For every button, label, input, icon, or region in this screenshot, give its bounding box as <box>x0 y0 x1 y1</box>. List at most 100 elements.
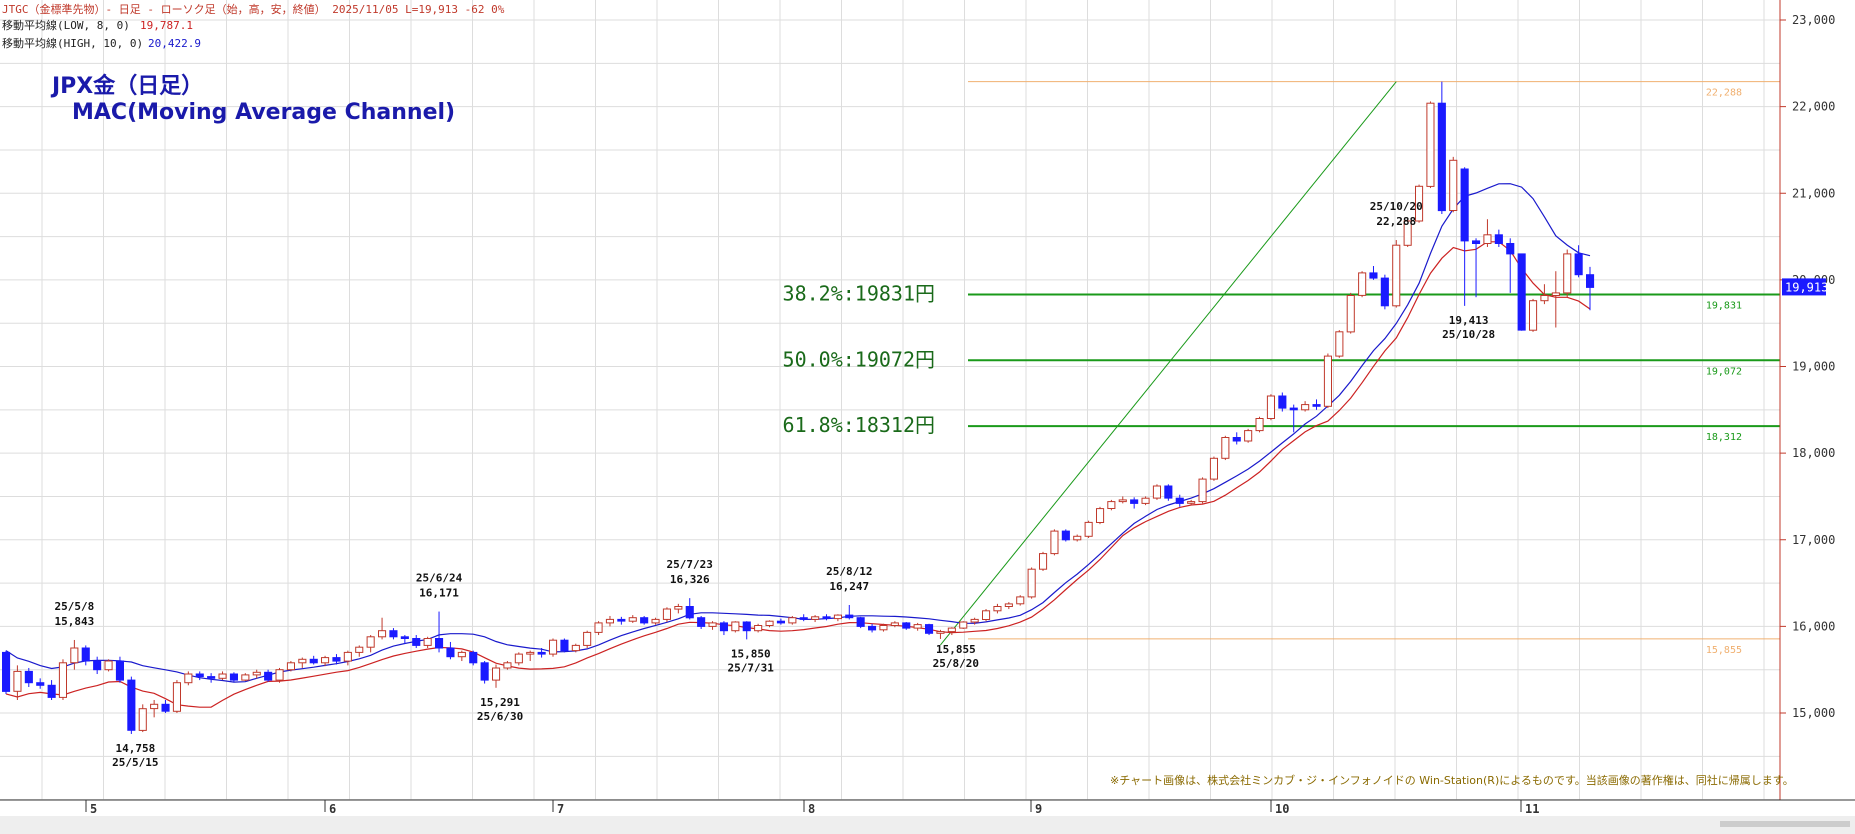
candle-body <box>1312 404 1321 407</box>
candle-body <box>1380 277 1389 307</box>
candle-body <box>1403 220 1412 246</box>
candle-body <box>469 651 478 664</box>
high-annotation-date: 25/5/8 <box>54 600 94 613</box>
candle-body <box>1027 568 1036 598</box>
candle-body <box>1449 159 1458 212</box>
candle-body <box>1096 508 1105 524</box>
candle-body <box>833 614 843 620</box>
candle-body <box>902 622 911 629</box>
candle-body <box>1050 530 1059 555</box>
candle-body <box>389 630 398 638</box>
candle-body <box>1415 185 1424 222</box>
candle-body <box>1266 395 1276 419</box>
candle-body <box>184 673 193 684</box>
candle-body <box>708 622 717 627</box>
low-annotation-date: 25/8/20 <box>933 657 979 670</box>
candle-body <box>1574 253 1583 276</box>
candle-body <box>571 644 580 652</box>
low-annotation-date: 25/7/31 <box>728 661 775 674</box>
candle-body <box>1118 499 1127 503</box>
header-ma-high-value: 20,422.9 <box>148 37 201 50</box>
candle-body <box>2 651 11 692</box>
candle-body <box>1255 418 1264 432</box>
candle-body <box>822 616 831 619</box>
high-annotation-date: 25/7/23 <box>667 558 713 571</box>
candle-body <box>195 673 204 678</box>
candle-body <box>93 660 102 671</box>
candle-body <box>1004 603 1013 608</box>
candle-body <box>685 606 694 619</box>
candle-body <box>252 671 261 676</box>
candle-body <box>1244 430 1253 442</box>
candle-body <box>435 638 444 649</box>
candle-body <box>1073 535 1082 541</box>
x-month-label: 7 <box>557 802 564 816</box>
last-price-label: 19,913 <box>1785 280 1828 294</box>
candle-body <box>1586 274 1595 288</box>
candle-body <box>1061 530 1070 541</box>
candle-body <box>127 679 136 731</box>
candle-body <box>1494 234 1503 245</box>
header-line1: JTGC（金標準先物）- 日足 - ローソク足（始，高，安，終値） 2025/1… <box>2 2 505 16</box>
candle-body <box>309 658 318 664</box>
candle-body <box>913 624 922 629</box>
candle-body <box>1084 521 1093 537</box>
candle-body <box>1540 295 1549 302</box>
candle-body <box>1460 168 1469 242</box>
header-ma-high-label: 移動平均線(HIGH, 10, 0) <box>2 36 143 50</box>
candle-body <box>811 616 820 620</box>
candle-body <box>104 660 113 671</box>
low-annotation-price: 15,850 <box>731 647 771 660</box>
candle-body <box>115 660 125 681</box>
candle-body <box>594 622 603 633</box>
candle-body <box>503 662 512 669</box>
header-ma-low-value: 19,787.1 <box>140 19 193 32</box>
candle-body <box>1221 437 1230 459</box>
candle-body <box>765 620 774 627</box>
y-tick-label: 15,000 <box>1792 706 1835 720</box>
low-annotation-price: 19,413 <box>1449 314 1489 327</box>
candle-body <box>1164 485 1173 499</box>
candle-body <box>229 673 238 681</box>
y-tick-label: 19,000 <box>1792 360 1835 374</box>
candle-body <box>355 646 364 653</box>
reference-label: 15,855 <box>1706 645 1742 656</box>
candle-body <box>1107 501 1116 510</box>
candle-body <box>925 624 934 634</box>
candle-body <box>697 617 706 627</box>
candle-body <box>959 621 968 629</box>
candle-body <box>856 617 865 627</box>
scrollbar-thumb[interactable] <box>1720 821 1850 827</box>
x-month-label: 11 <box>1525 802 1539 816</box>
scrollbar-track[interactable] <box>0 816 1855 834</box>
y-tick-label: 23,000 <box>1792 13 1835 27</box>
candle-body <box>560 639 569 652</box>
candle-body <box>1187 501 1196 504</box>
copyright-note: ※チャート画像は、株式会社ミンカブ・ジ・インフォノイドの Win-Station… <box>1110 773 1794 787</box>
ma-low-line <box>5 241 1591 708</box>
candle-body <box>1483 234 1492 245</box>
candle-body <box>537 651 546 655</box>
candle-body <box>731 621 740 632</box>
candle-body <box>628 617 637 622</box>
trend-line <box>940 81 1397 646</box>
candle-body <box>1039 553 1048 570</box>
candle-body <box>1198 478 1207 503</box>
candle-body <box>1369 272 1378 279</box>
low-annotation-date: 25/5/15 <box>112 756 158 769</box>
candle-body <box>799 617 808 620</box>
fib-axis-label: 19,072 <box>1706 366 1742 377</box>
candle-body <box>662 608 672 620</box>
candle-body <box>321 657 330 664</box>
candle-body <box>412 638 421 646</box>
candle-body <box>605 618 615 624</box>
candle-body <box>275 669 284 681</box>
candle-body <box>776 620 786 624</box>
fib-axis-label: 18,312 <box>1706 432 1742 443</box>
candle-body <box>24 670 33 684</box>
candle-body <box>1472 240 1481 244</box>
x-month-label: 8 <box>808 802 815 816</box>
candle-body <box>241 674 250 681</box>
candle-body <box>150 703 159 710</box>
